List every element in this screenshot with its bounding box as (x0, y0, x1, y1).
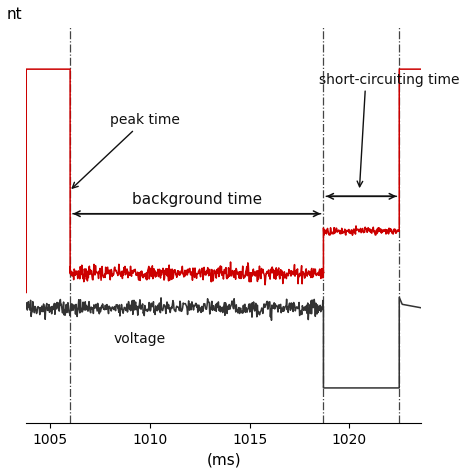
Text: background time: background time (132, 192, 262, 207)
Text: voltage: voltage (114, 332, 166, 346)
X-axis label: (ms): (ms) (206, 452, 241, 467)
Text: nt: nt (7, 7, 22, 22)
Text: short-circuiting time: short-circuiting time (319, 73, 460, 87)
Text: peak time: peak time (72, 113, 180, 188)
